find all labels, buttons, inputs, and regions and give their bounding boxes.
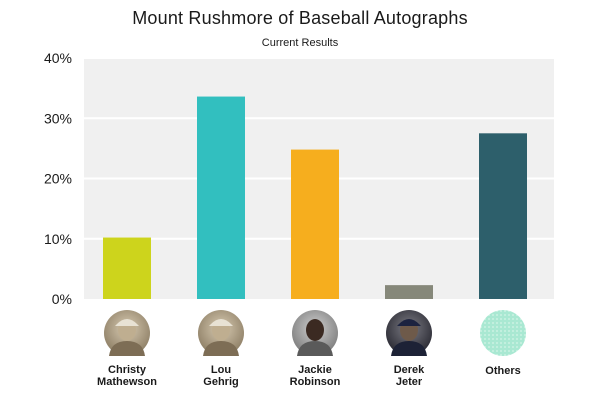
- portrait-jackie-robinson: [292, 310, 338, 356]
- y-axis: 0% 10% 20% 30% 40%: [44, 50, 72, 307]
- bar: [197, 96, 245, 299]
- x-tick-label: Robinson: [290, 376, 341, 388]
- bar: [479, 133, 527, 299]
- x-tick-label: Gehrig: [203, 376, 238, 388]
- x-tick-label: Derek: [394, 364, 425, 376]
- chart-title: Mount Rushmore of Baseball Autographs: [132, 8, 468, 28]
- y-tick-label: 40%: [44, 50, 72, 66]
- y-tick-label: 20%: [44, 171, 72, 187]
- portrait-derek-jeter: [386, 310, 432, 356]
- bars: [103, 96, 527, 299]
- y-tick-label: 30%: [44, 110, 72, 126]
- chart-subtitle: Current Results: [261, 37, 339, 49]
- bar: [103, 237, 151, 299]
- x-tick-label: Others: [485, 365, 520, 377]
- x-tick-label: Mathewson: [97, 376, 157, 388]
- y-tick-label: 0%: [52, 291, 72, 307]
- bar: [385, 285, 433, 299]
- y-tick-label: 10%: [44, 231, 72, 247]
- others-dotted-circle: [480, 310, 526, 356]
- x-tick-label: Jackie: [298, 364, 332, 376]
- x-tick-label: Christy: [108, 364, 147, 376]
- portrait-lou-gehrig: [198, 310, 244, 356]
- portrait-christy-mathewson: [104, 310, 150, 356]
- x-tick-label: Jeter: [396, 376, 423, 388]
- bar: [291, 149, 339, 299]
- x-tick-label: Lou: [211, 364, 231, 376]
- category-icons: [104, 310, 526, 356]
